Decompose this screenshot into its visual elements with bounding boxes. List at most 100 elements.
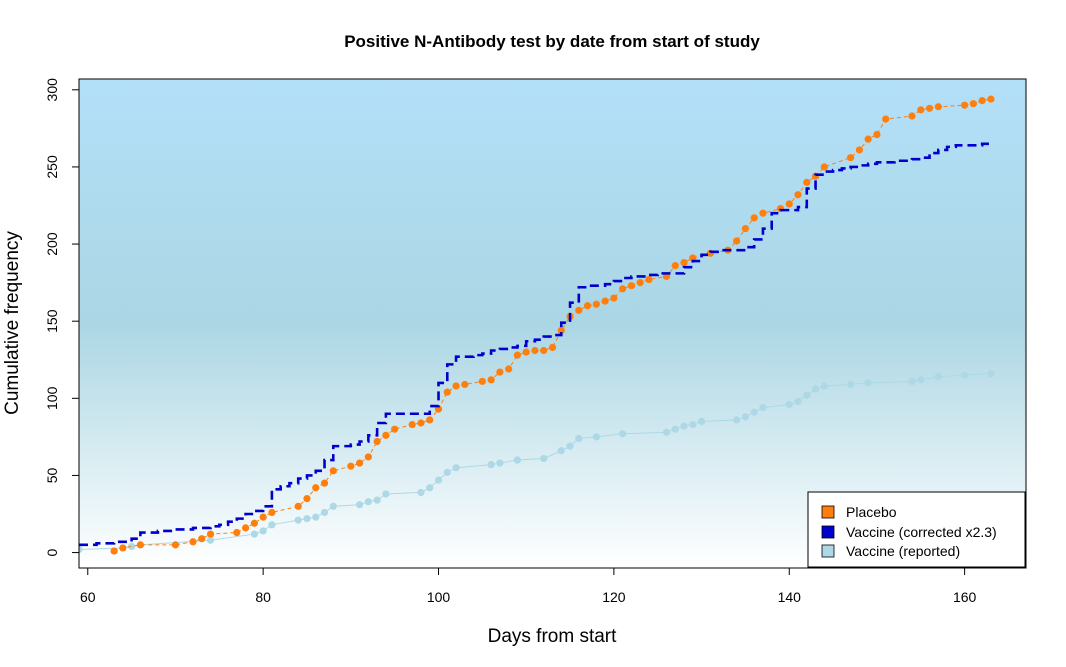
data-point — [513, 351, 522, 359]
data-point — [119, 544, 127, 552]
data-point — [136, 541, 144, 549]
data-point — [759, 403, 767, 412]
data-point — [478, 377, 486, 385]
data-point — [987, 370, 995, 378]
data-point — [408, 420, 416, 429]
data-point — [811, 385, 820, 393]
legend-label-placebo: Placebo — [846, 504, 897, 520]
data-point — [733, 416, 741, 424]
series-line — [79, 142, 993, 547]
data-point — [882, 115, 890, 123]
data-point — [171, 541, 180, 549]
x-tick-label: 100 — [427, 589, 451, 605]
y-tick-label: 150 — [44, 309, 60, 333]
plot-frame — [78, 78, 1027, 569]
data-point — [513, 456, 522, 464]
legend-swatch-vaccine-reported — [821, 544, 835, 558]
legend: Placebo Vaccine (corrected x2.3) Vaccine… — [807, 491, 1026, 568]
y-tick-label: 0 — [44, 548, 60, 556]
data-point — [434, 476, 443, 484]
data-point — [671, 262, 679, 270]
data-point — [79, 545, 83, 554]
data-point — [268, 521, 276, 529]
data-point — [443, 388, 451, 396]
data-point — [820, 382, 828, 390]
x-axis: 60 80 100 120 140 160 — [80, 568, 977, 605]
data-point — [294, 502, 302, 510]
y-tick-label: 250 — [44, 155, 60, 179]
data-point — [680, 422, 688, 430]
x-tick-label: 160 — [953, 589, 977, 605]
data-point — [733, 237, 741, 245]
data-point — [487, 461, 495, 469]
plot-background — [79, 79, 1026, 568]
data-point — [391, 425, 399, 433]
data-point — [978, 96, 986, 105]
legend-box — [807, 491, 1026, 568]
data-point — [373, 496, 381, 504]
data-point — [294, 516, 302, 524]
data-point — [750, 408, 758, 416]
chart-title: Positive N-Antibody test by date from st… — [344, 32, 760, 51]
data-point — [934, 103, 942, 111]
data-point — [785, 200, 793, 208]
legend-label-vaccine-reported: Vaccine (reported) — [846, 543, 960, 559]
data-point — [540, 454, 548, 463]
data-point — [961, 371, 969, 379]
data-point — [382, 431, 390, 439]
data-point — [382, 490, 390, 498]
data-point — [925, 104, 934, 112]
data-point — [820, 163, 828, 171]
data-point — [233, 528, 241, 537]
y-axis-label: Cumulative frequency — [2, 231, 23, 415]
data-point — [619, 285, 627, 293]
data-point — [259, 527, 267, 535]
x-tick-label: 60 — [80, 589, 96, 605]
legend-swatch-placebo — [821, 505, 835, 519]
data-point — [496, 459, 504, 467]
data-point — [759, 209, 767, 217]
data-point — [583, 302, 592, 310]
data-point — [364, 453, 372, 461]
data-point — [750, 214, 758, 222]
data-point — [426, 484, 434, 492]
y-tick-label: 100 — [44, 386, 60, 410]
data-point — [320, 479, 329, 487]
x-tick-label: 80 — [255, 589, 271, 605]
data-point — [680, 258, 688, 267]
y-tick-label: 50 — [44, 467, 60, 483]
data-point — [961, 101, 969, 109]
data-point — [969, 100, 977, 108]
data-point — [496, 368, 504, 376]
data-point — [320, 508, 329, 517]
series-layer — [79, 95, 995, 555]
data-point — [373, 437, 381, 446]
data-point — [355, 501, 364, 509]
data-point — [610, 294, 618, 302]
data-point — [671, 425, 679, 433]
data-point — [855, 146, 863, 154]
data-point — [540, 346, 548, 355]
data-point — [312, 484, 320, 492]
data-point — [531, 346, 539, 355]
data-point — [592, 433, 600, 441]
data-point — [303, 494, 311, 503]
data-point — [794, 397, 802, 406]
data-point — [461, 380, 469, 389]
data-point — [592, 300, 600, 308]
data-point — [329, 467, 337, 475]
series-vaccine-reported — [79, 370, 995, 554]
y-tick-label: 300 — [44, 78, 60, 102]
data-point — [864, 379, 872, 387]
data-point — [198, 535, 206, 543]
data-point — [443, 468, 451, 476]
data-point — [575, 434, 583, 443]
data-point — [847, 154, 855, 162]
data-point — [417, 419, 425, 427]
data-point — [312, 513, 320, 521]
x-axis-label: Days from start — [488, 626, 618, 647]
data-point — [355, 459, 364, 467]
data-point — [128, 542, 136, 551]
data-point — [636, 279, 644, 287]
